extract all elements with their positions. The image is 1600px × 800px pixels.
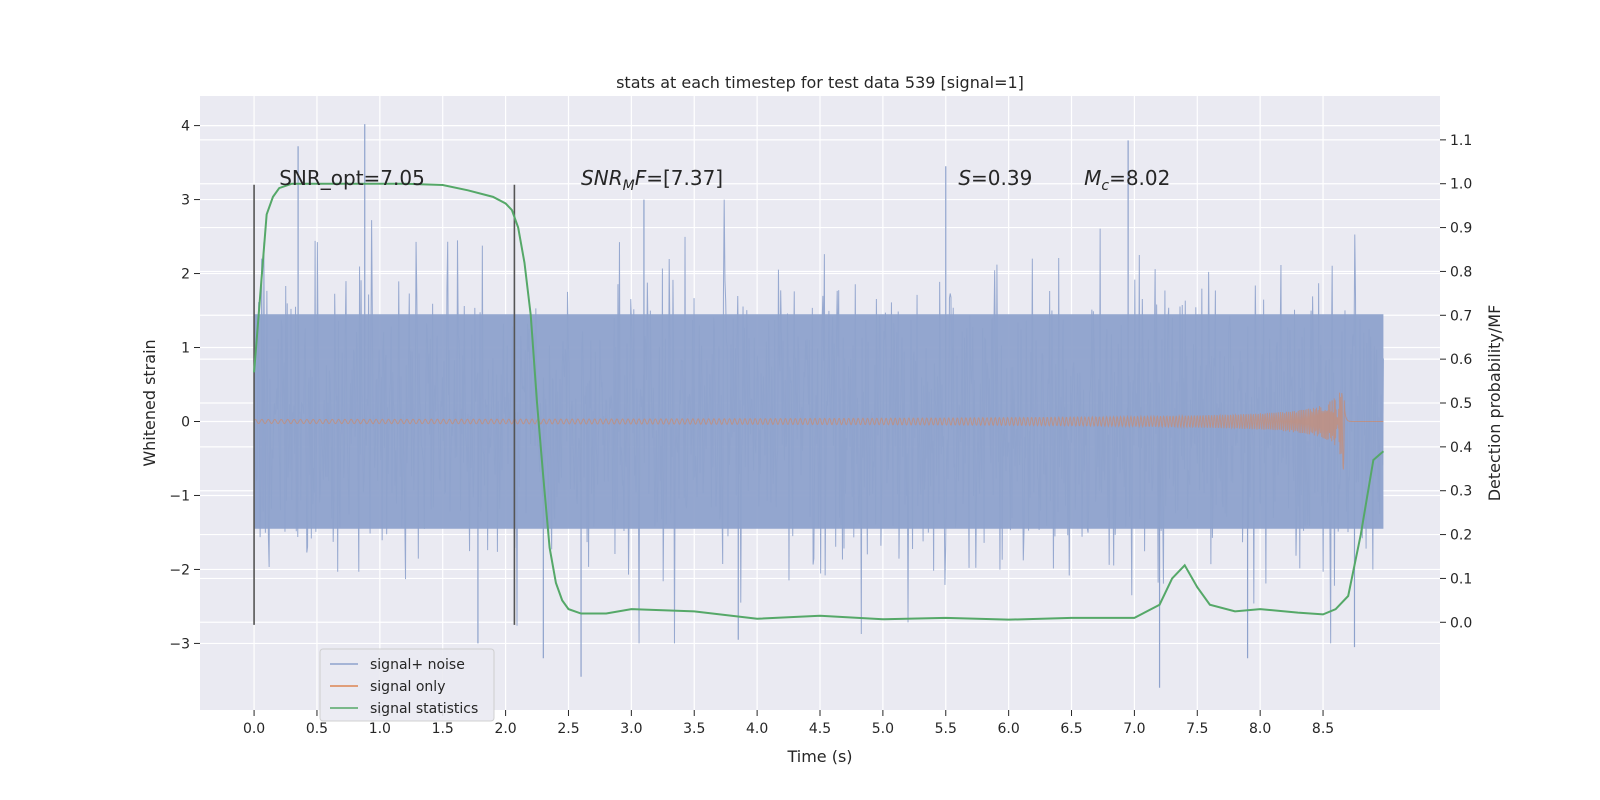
legend-label-noise: signal+ noise xyxy=(370,657,465,673)
stats-line xyxy=(253,182,1385,621)
legend-label-stats: signal statistics xyxy=(370,701,478,717)
chart-title: stats at each timestep for test data 539… xyxy=(616,73,1024,92)
tick-label-yr-4: 0.4 xyxy=(1450,440,1472,456)
tick-label-yr-10: 1.0 xyxy=(1450,177,1472,193)
tick-label-x-8: 4.0 xyxy=(746,721,768,737)
tick-label-yr-6: 0.6 xyxy=(1450,352,1472,368)
tick-label-yr-8: 0.8 xyxy=(1450,264,1472,280)
legend-box xyxy=(319,648,495,722)
tick-label-x-12: 6.0 xyxy=(998,721,1020,737)
tick-label-x-14: 7.0 xyxy=(1123,721,1145,737)
tick-label-yl-1: −2 xyxy=(169,562,190,578)
tick-label-yl-2: −1 xyxy=(169,488,190,504)
tick-label-yr-7: 0.7 xyxy=(1450,308,1472,324)
tick-label-yl-6: 3 xyxy=(181,193,190,209)
tick-label-yl-3: 0 xyxy=(181,414,190,430)
annotation-2: S=0.39 xyxy=(958,166,1032,190)
tick-label-x-3: 1.5 xyxy=(432,721,454,737)
tick-label-x-13: 6.5 xyxy=(1060,721,1082,737)
tick-label-yr-3: 0.3 xyxy=(1450,484,1472,500)
annotation-3: Mc=8.02 xyxy=(1084,166,1170,194)
tick-label-yr-9: 0.9 xyxy=(1450,221,1472,237)
y-axis-right-title: Detection probability/MF xyxy=(1485,305,1504,502)
x-axis-title: Time (s) xyxy=(786,747,852,766)
annotation-0: SNR_opt=7.05 xyxy=(279,166,425,190)
tick-label-yr-0: 0.0 xyxy=(1450,615,1472,631)
vertical-markers xyxy=(253,184,516,625)
tick-label-x-2: 1.0 xyxy=(369,721,391,737)
tick-label-x-5: 2.5 xyxy=(557,721,579,737)
series-signal-statistics xyxy=(253,182,1385,621)
tick-label-yl-5: 2 xyxy=(181,267,190,283)
chirp-line xyxy=(253,392,1384,470)
tick-label-x-0: 0.0 xyxy=(243,721,265,737)
y-axis-left-title: Whitened strain xyxy=(140,339,159,466)
tick-label-x-9: 4.5 xyxy=(809,721,831,737)
tick-label-yr-11: 1.1 xyxy=(1450,133,1472,149)
tick-label-x-4: 2.0 xyxy=(494,721,516,737)
tick-label-x-7: 3.5 xyxy=(683,721,705,737)
tick-label-yr-2: 0.2 xyxy=(1450,528,1472,544)
axis-ticks: 0.0 0.5 1.0 1.5 2.0 2.5 3.0 3.5 4.0 4.5 5.0 5.5 6.0 6… xyxy=(169,119,1472,737)
series-signal-only xyxy=(253,392,1384,470)
tick-label-x-10: 5.0 xyxy=(872,721,894,737)
legend: signal+ noise signal only signal statist… xyxy=(319,648,495,722)
tick-label-x-17: 8.5 xyxy=(1312,721,1334,737)
tick-label-x-6: 3.0 xyxy=(620,721,642,737)
annotation-1: SNRMF=[7.37] xyxy=(581,166,723,194)
tick-label-x-15: 7.5 xyxy=(1186,721,1208,737)
tick-label-x-1: 0.5 xyxy=(306,721,328,737)
legend-label-signal: signal only xyxy=(370,679,445,695)
tick-label-yl-0: −3 xyxy=(169,636,190,652)
tick-label-yl-7: 4 xyxy=(181,119,190,135)
tick-label-yr-5: 0.5 xyxy=(1450,396,1472,412)
tick-label-yl-4: 1 xyxy=(181,341,190,357)
tick-label-x-16: 8.0 xyxy=(1249,721,1271,737)
tick-label-x-11: 5.5 xyxy=(935,721,957,737)
annotations: SNR_opt=7.05 SNRMF=[7.37] S=0.39 Mc=8.02 xyxy=(279,166,1170,194)
tick-label-yr-1: 0.1 xyxy=(1450,571,1472,587)
